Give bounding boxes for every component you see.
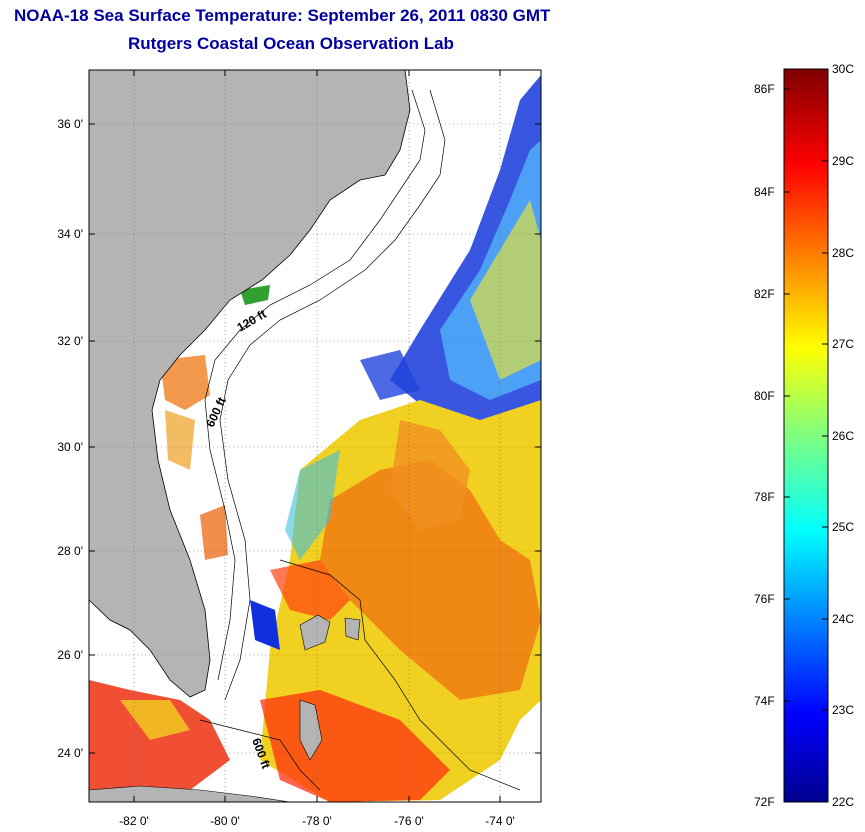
- colorbar-c-label: 28C: [832, 246, 855, 260]
- graticule: [89, 70, 541, 802]
- colorbar-f-label: 78F: [754, 490, 775, 504]
- bathymetry-contours: [199, 89, 521, 791]
- frame-ticks: [89, 70, 541, 802]
- latitude-labels: 36 0' 34 0' 32 0' 30 0' 28 0' 26 0' 24 0…: [57, 117, 83, 760]
- colorbar-ticks: [784, 88, 828, 711]
- lat-tick-label: 28 0': [57, 544, 83, 558]
- colorbar-f-label: 72F: [754, 795, 775, 809]
- lat-tick-label: 26 0': [57, 648, 83, 662]
- colorbar-c-label: 22C: [832, 795, 855, 809]
- lon-tick-label: -76 0': [394, 814, 424, 828]
- sst-data-layer: [89, 75, 541, 802]
- colorbar-c-label: 30C: [832, 62, 855, 76]
- map-frame: [88, 69, 542, 803]
- lat-tick-label: 30 0': [57, 440, 83, 454]
- colorbar-f-label: 74F: [754, 694, 775, 708]
- map-subtitle: Rutgers Coastal Ocean Observation Lab: [128, 34, 454, 53]
- lat-tick-label: 32 0': [57, 334, 83, 348]
- lat-tick-label: 34 0': [57, 227, 83, 241]
- colorbar-c-label: 29C: [832, 154, 855, 168]
- map-title: NOAA-18 Sea Surface Temperature: Septemb…: [14, 6, 551, 25]
- colorbar-c-label: 25C: [832, 520, 855, 534]
- lat-tick-label: 24 0': [57, 746, 83, 760]
- colorbar-f-label: 76F: [754, 592, 775, 606]
- colorbar-f-label: 80F: [754, 389, 775, 403]
- lat-tick-label: 36 0': [57, 117, 83, 131]
- longitude-labels: -82 0' -80 0' -78 0' -76 0' -74 0': [119, 814, 515, 828]
- cuba-land: [89, 785, 291, 802]
- colorbar-f-label: 86F: [754, 82, 775, 96]
- bahamas-island: [299, 699, 323, 761]
- lon-tick-label: -82 0': [119, 814, 149, 828]
- colorbar-f-label: 82F: [754, 287, 775, 301]
- lon-tick-label: -80 0': [210, 814, 240, 828]
- land-mass: [89, 70, 411, 698]
- bahamas-island: [299, 614, 331, 651]
- colorbar-c-label: 23C: [832, 703, 855, 717]
- lon-tick-label: -74 0': [485, 814, 515, 828]
- colorbar-f-label: 84F: [754, 185, 775, 199]
- bahamas-island: [344, 617, 361, 641]
- colorbar-c-label: 27C: [832, 337, 855, 351]
- colorbar: [783, 68, 829, 803]
- colorbar-c-label: 24C: [832, 612, 855, 626]
- colorbar-c-label: 26C: [832, 429, 855, 443]
- lon-tick-label: -78 0': [302, 814, 332, 828]
